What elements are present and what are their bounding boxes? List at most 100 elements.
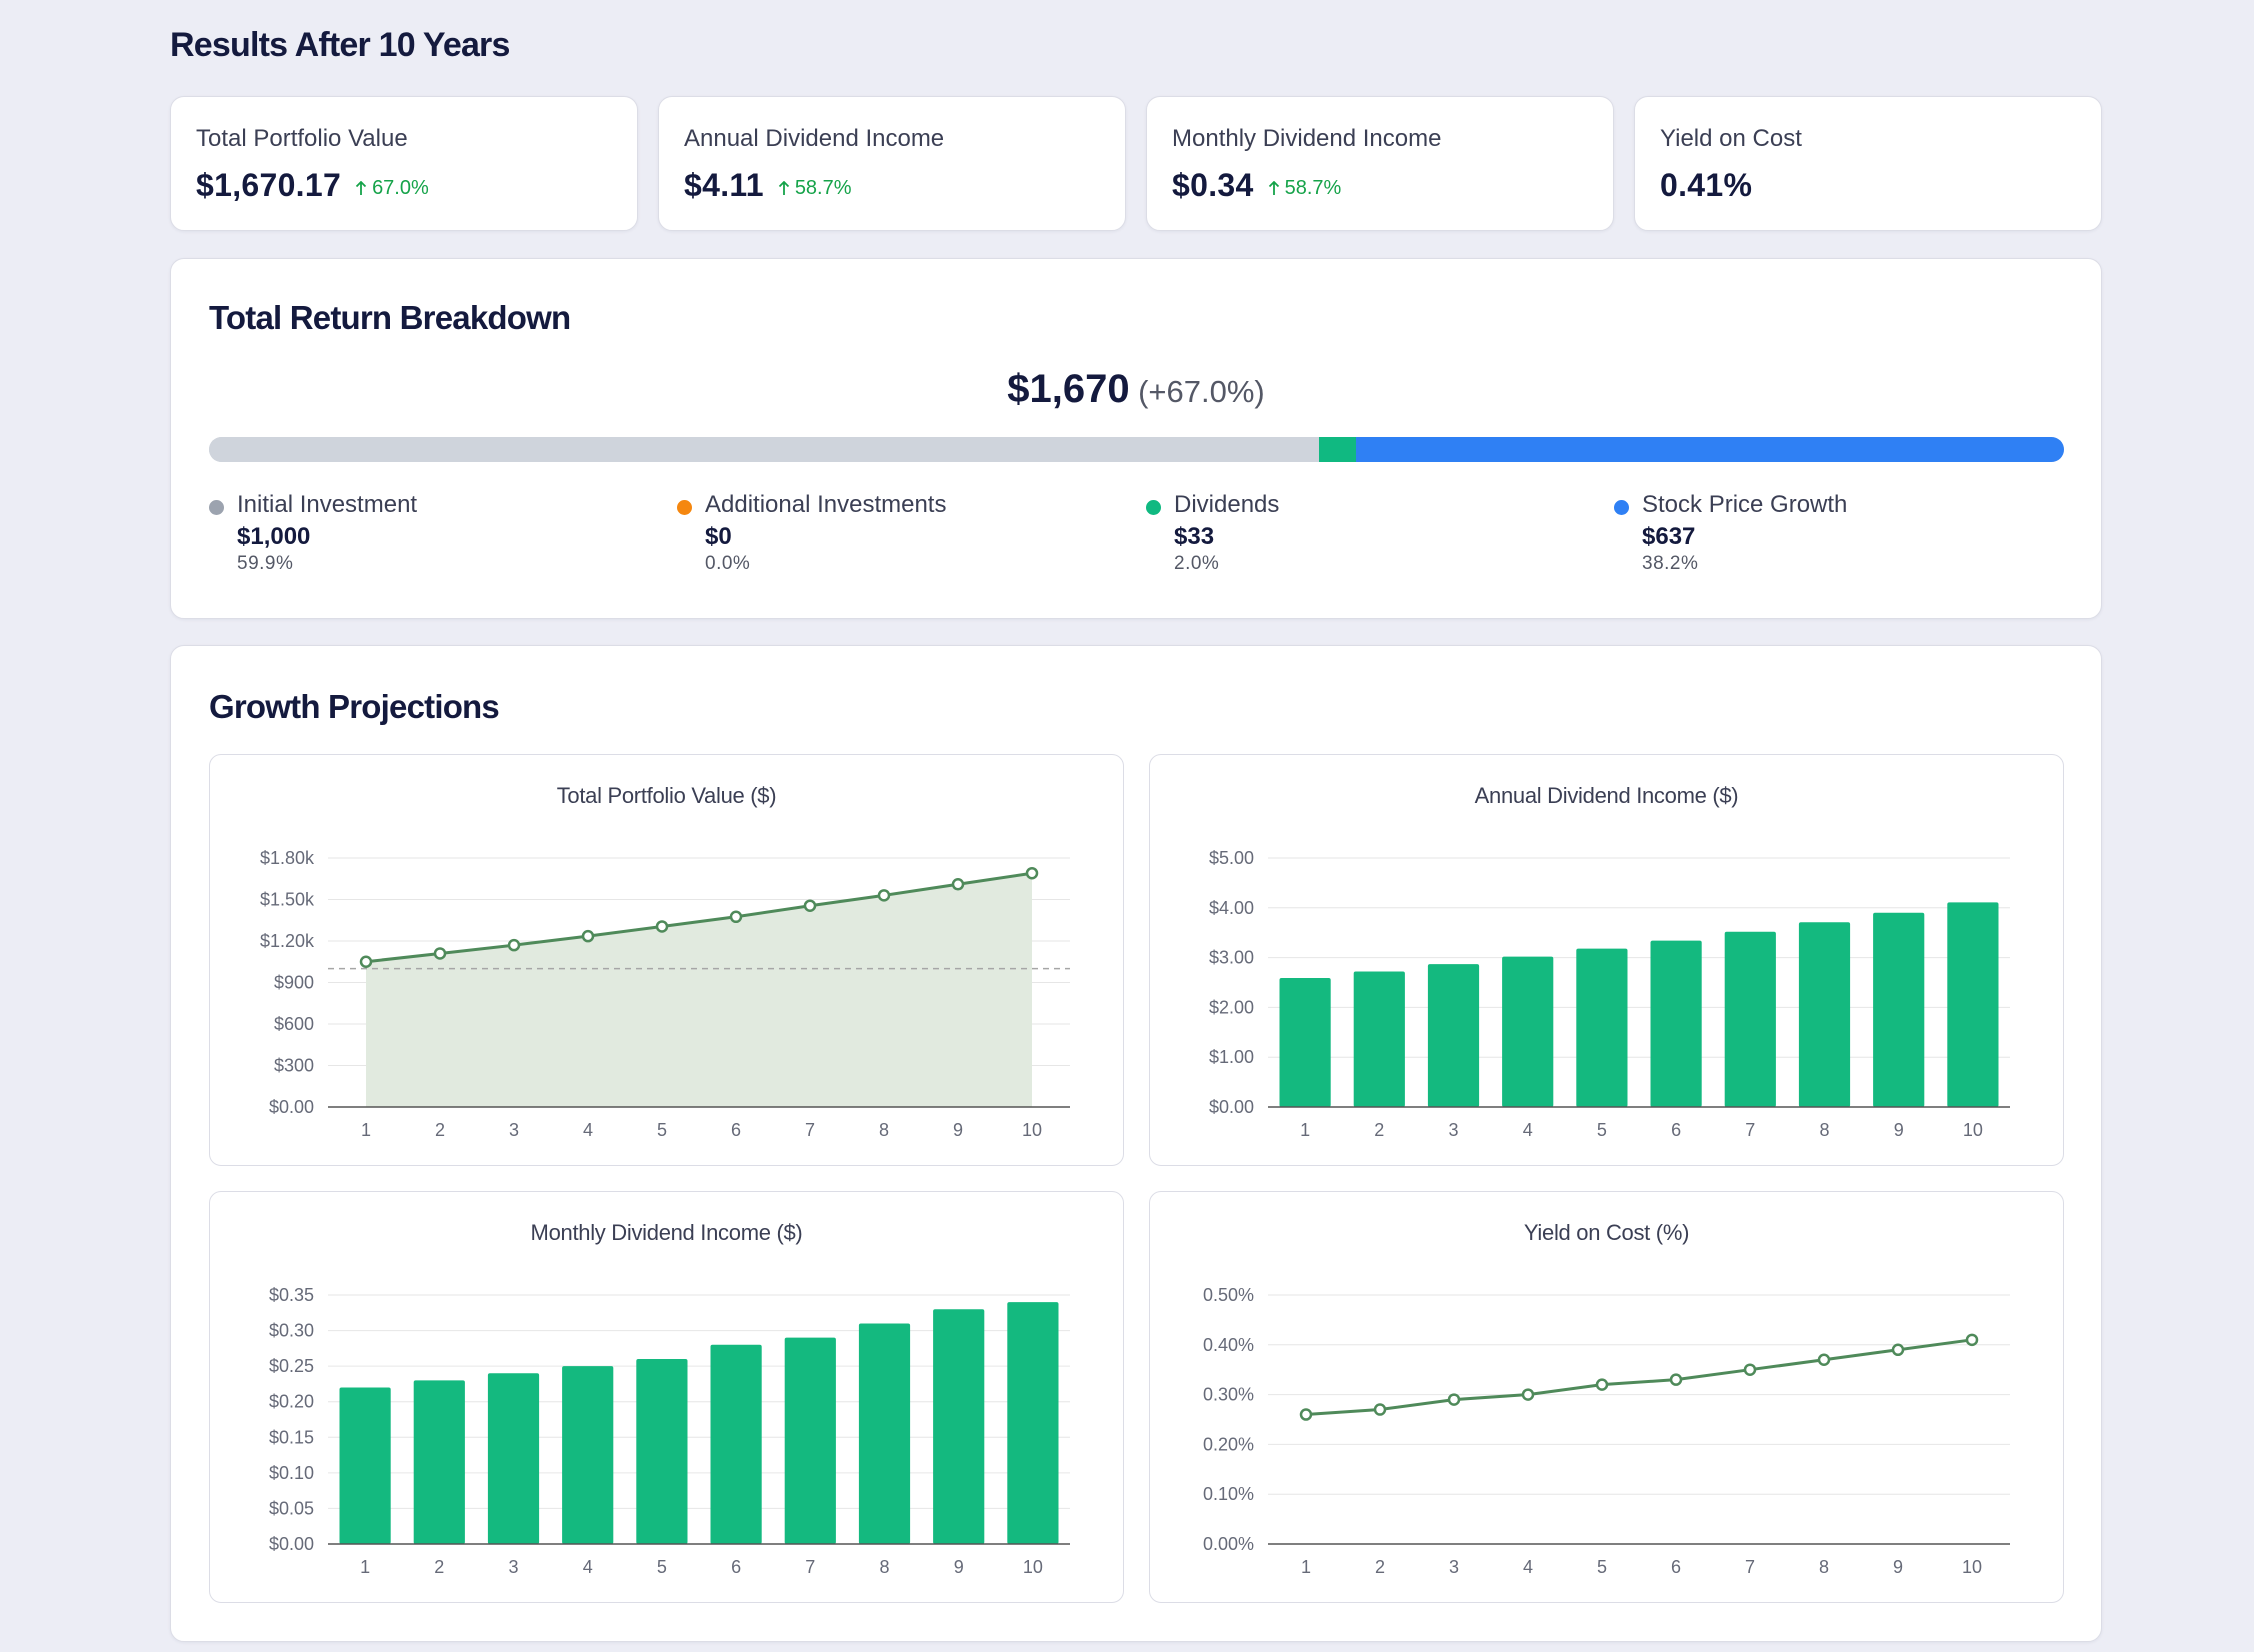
monthly-dividend-chart: $0.00 $0.05 $0.10 $0.15 $0.20 $0.25 $0.30 $0.35…	[269, 1285, 1070, 1577]
y-tick-label: $1.20k	[260, 931, 315, 951]
stat-card-monthly-dividend: Monthly Dividend Income $0.34 58.7%	[1146, 96, 1614, 231]
stat-label: Total Portfolio Value	[196, 125, 408, 152]
y-tick-label: $0.25	[269, 1356, 314, 1376]
bar	[487, 1373, 540, 1544]
bar	[1427, 964, 1480, 1107]
y-tick-label: $4.00	[1209, 898, 1254, 918]
chart-title: Total Portfolio Value ($)	[556, 783, 777, 808]
x-tick-label: 3	[508, 1557, 518, 1577]
legend-pct: 59.9%	[237, 553, 294, 574]
x-tick-label: 9	[1894, 1120, 1904, 1140]
legend-name: Stock Price Growth	[1642, 491, 1848, 518]
x-tick-label: 4	[583, 1557, 593, 1577]
y-tick-label: 0.00%	[1203, 1534, 1254, 1554]
y-tick-label: $0.00	[269, 1097, 314, 1117]
stat-label: Monthly Dividend Income	[1172, 125, 1442, 152]
legend-pct: 2.0%	[1174, 553, 1220, 574]
y-tick-label: $3.00	[1209, 948, 1254, 968]
bar	[339, 1387, 391, 1544]
series-line	[365, 871, 1033, 964]
x-tick-label: 8	[879, 1557, 889, 1577]
arrow-up-icon	[355, 181, 367, 195]
total-return-breakdown-card: Total Return Breakdown $1,670 (+67.0%) I…	[170, 258, 2102, 619]
bar	[413, 1380, 465, 1544]
data-point	[581, 929, 595, 943]
y-tick-label: $2.00	[1209, 997, 1254, 1017]
x-tick-label: 7	[805, 1557, 815, 1577]
legend-pct: 38.2%	[1642, 553, 1699, 574]
stat-label: Yield on Cost	[1660, 125, 1802, 152]
x-tick-label: 3	[1449, 1557, 1459, 1577]
stat-value: $0.34	[1172, 167, 1254, 203]
x-tick-label: 4	[1523, 1557, 1533, 1577]
total-return-pct: (+67.0%)	[1138, 374, 1265, 409]
x-tick-label: 5	[657, 1557, 667, 1577]
bar	[1724, 931, 1776, 1107]
portfolio-value-chart: $0.00 $300 $600 $900 $1.20k $1.50k $1.80k 1 2 3 4 5…	[260, 848, 1070, 1140]
data-point	[1743, 1363, 1757, 1376]
chart-title: Yield on Cost (%)	[1523, 1220, 1690, 1245]
arrow-up-icon	[778, 181, 789, 195]
bar	[1576, 948, 1628, 1107]
x-tick-label: 1	[361, 1120, 371, 1140]
stat-change-value: 67.0%	[372, 177, 429, 199]
x-tick-label: 8	[879, 1120, 889, 1140]
x-tick-label: 2	[435, 1120, 445, 1140]
y-tick-label: 0.50%	[1203, 1285, 1254, 1305]
stat-value: $4.11	[684, 167, 764, 203]
annual-dividend-chart: $0.00 $1.00 $2.00 $3.00 $4.00 $5.00 1 2 3 4 5 6 7 8 9 1…	[1209, 848, 2010, 1140]
bar	[1650, 940, 1702, 1107]
y-tick-label: $600	[274, 1014, 314, 1034]
x-tick-label: 3	[509, 1120, 519, 1140]
series-line	[1305, 1338, 1973, 1417]
data-point	[1521, 1388, 1535, 1401]
data-point	[1669, 1373, 1683, 1386]
section-title: Total Return Breakdown	[209, 299, 571, 336]
y-tick-label: $1.00	[1209, 1047, 1254, 1067]
x-tick-label: 10	[1962, 1557, 1982, 1577]
bar-segment-stock-price-growth	[1356, 437, 2064, 462]
x-tick-label: 6	[1671, 1120, 1681, 1140]
legend-name: Initial Investment	[237, 491, 418, 518]
x-tick-label: 3	[1448, 1120, 1458, 1140]
bar-segment-dividends	[1319, 437, 1357, 462]
y-tick-label: 0.30%	[1203, 1385, 1254, 1405]
y-tick-label: $0.30	[269, 1321, 314, 1341]
stat-value: 0.41%	[1660, 167, 1753, 203]
x-tick-label: 1	[360, 1557, 370, 1577]
x-tick-label: 8	[1819, 1557, 1829, 1577]
legend-pct: 0.0%	[705, 553, 751, 574]
y-tick-label: $300	[274, 1056, 314, 1076]
chart-card-portfolio-value: Total Portfolio Value ($) $0.00 $300 $600 $…	[209, 754, 1124, 1166]
data-point	[951, 878, 965, 891]
data-point	[359, 955, 373, 968]
x-tick-label: 9	[953, 1120, 963, 1140]
bar	[710, 1344, 762, 1544]
legend-dot	[1614, 500, 1629, 515]
stat-card-yield-on-cost: Yield on Cost 0.41%	[1634, 96, 2102, 231]
data-point	[1891, 1343, 1905, 1357]
bar	[1502, 956, 1554, 1107]
data-point	[729, 910, 743, 924]
bar	[858, 1323, 911, 1544]
bar	[1873, 912, 1925, 1107]
bar	[1007, 1302, 1059, 1544]
bar	[636, 1359, 688, 1544]
data-point	[1447, 1393, 1461, 1406]
legend-name: Additional Investments	[705, 491, 947, 518]
x-tick-label: 5	[1597, 1557, 1607, 1577]
data-point	[1595, 1378, 1609, 1391]
chart-card-yield-on-cost: Yield on Cost (%) 0.00% 0.10% 0.20% 0.30% 0.…	[1149, 1191, 2064, 1603]
bar	[562, 1366, 614, 1544]
x-tick-label: 2	[1374, 1120, 1384, 1140]
bar	[933, 1309, 985, 1544]
data-point	[1373, 1403, 1387, 1416]
data-point	[803, 899, 817, 912]
legend-name: Dividends	[1174, 491, 1280, 518]
y-tick-label: $1.80k	[260, 848, 315, 868]
x-tick-label: 2	[434, 1557, 444, 1577]
y-tick-label: $1.50k	[260, 890, 315, 910]
y-tick-label: $0.00	[1209, 1097, 1254, 1117]
legend-value: $637	[1642, 523, 1696, 550]
bar-segment-initial-investment	[209, 437, 1320, 462]
